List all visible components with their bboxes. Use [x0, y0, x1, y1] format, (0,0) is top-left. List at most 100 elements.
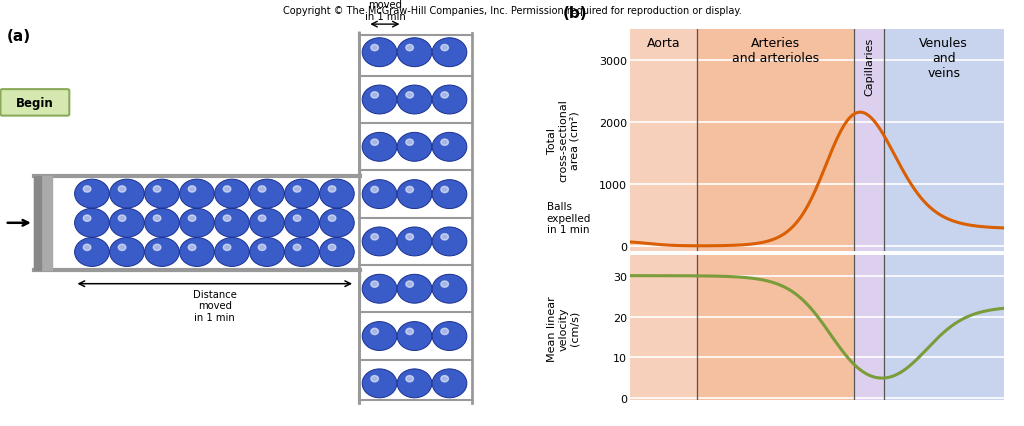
Circle shape [223, 216, 230, 222]
Circle shape [371, 187, 379, 193]
Circle shape [285, 180, 319, 209]
Circle shape [319, 209, 354, 238]
Circle shape [406, 376, 414, 382]
Circle shape [441, 92, 449, 99]
Circle shape [154, 216, 161, 222]
Circle shape [285, 238, 319, 267]
Circle shape [406, 187, 414, 193]
Circle shape [118, 216, 126, 222]
Circle shape [506, 187, 513, 193]
Text: (a): (a) [7, 29, 32, 44]
Bar [697, 30, 854, 251]
Circle shape [497, 133, 531, 162]
Circle shape [250, 180, 285, 209]
Text: Distance
moved
in 1 min: Distance moved in 1 min [193, 289, 237, 322]
Circle shape [371, 45, 379, 52]
Circle shape [506, 328, 513, 335]
Circle shape [215, 180, 249, 209]
Circle shape [223, 186, 230, 193]
Circle shape [506, 140, 513, 146]
Circle shape [397, 322, 432, 351]
Circle shape [75, 209, 110, 238]
Circle shape [329, 245, 336, 251]
Circle shape [144, 209, 179, 238]
Circle shape [75, 180, 110, 209]
Circle shape [441, 234, 449, 240]
Circle shape [250, 238, 285, 267]
Circle shape [154, 245, 161, 251]
Bar [884, 256, 1004, 400]
Circle shape [497, 322, 531, 351]
Circle shape [441, 187, 449, 193]
Circle shape [406, 234, 414, 240]
Bar [34, 176, 41, 270]
Circle shape [118, 245, 126, 251]
Circle shape [371, 234, 379, 240]
Circle shape [497, 86, 531, 115]
Circle shape [329, 186, 336, 193]
Circle shape [319, 238, 354, 267]
Circle shape [397, 227, 432, 256]
Circle shape [362, 180, 397, 209]
Circle shape [497, 180, 531, 209]
Circle shape [293, 245, 301, 251]
Circle shape [497, 39, 531, 67]
Circle shape [179, 180, 214, 209]
Circle shape [397, 39, 432, 67]
Text: Arteries
and arterioles: Arteries and arterioles [732, 37, 819, 65]
Circle shape [285, 209, 319, 238]
Circle shape [293, 216, 301, 222]
Circle shape [397, 275, 432, 303]
Circle shape [215, 209, 249, 238]
Circle shape [432, 86, 467, 115]
Circle shape [362, 39, 397, 67]
Circle shape [83, 216, 91, 222]
Circle shape [188, 216, 196, 222]
Text: Total
cross-sectional
area (cm²): Total cross-sectional area (cm²) [547, 99, 580, 182]
Circle shape [371, 92, 379, 99]
Circle shape [506, 376, 513, 382]
Circle shape [441, 140, 449, 146]
Bar [854, 30, 884, 251]
Circle shape [258, 186, 266, 193]
Circle shape [397, 86, 432, 115]
Circle shape [506, 281, 513, 288]
Circle shape [432, 369, 467, 398]
Bar [884, 30, 1004, 251]
Circle shape [441, 328, 449, 335]
Circle shape [506, 45, 513, 52]
Circle shape [188, 186, 196, 193]
Text: Aorta: Aorta [646, 37, 680, 50]
Circle shape [497, 227, 531, 256]
Circle shape [362, 275, 397, 303]
Circle shape [83, 245, 91, 251]
Circle shape [75, 238, 110, 267]
Circle shape [371, 328, 379, 335]
Circle shape [179, 209, 214, 238]
Circle shape [110, 238, 144, 267]
Circle shape [432, 133, 467, 162]
Circle shape [497, 369, 531, 398]
Circle shape [223, 245, 230, 251]
Bar [34, 176, 52, 270]
Circle shape [293, 186, 301, 193]
Circle shape [329, 216, 336, 222]
Circle shape [110, 209, 144, 238]
Circle shape [441, 376, 449, 382]
Circle shape [144, 238, 179, 267]
Circle shape [397, 369, 432, 398]
Circle shape [188, 245, 196, 251]
Circle shape [215, 238, 249, 267]
Text: Distance
moved
in 1 min: Distance moved in 1 min [362, 0, 407, 22]
Text: Venules
and
veins: Venules and veins [920, 37, 968, 80]
Circle shape [432, 39, 467, 67]
Circle shape [371, 281, 379, 288]
Circle shape [250, 209, 285, 238]
Circle shape [397, 133, 432, 162]
Circle shape [432, 180, 467, 209]
Circle shape [497, 275, 531, 303]
Circle shape [432, 227, 467, 256]
Circle shape [371, 376, 379, 382]
Text: Balls
expelled
in 1 min: Balls expelled in 1 min [547, 201, 591, 235]
Circle shape [406, 281, 414, 288]
